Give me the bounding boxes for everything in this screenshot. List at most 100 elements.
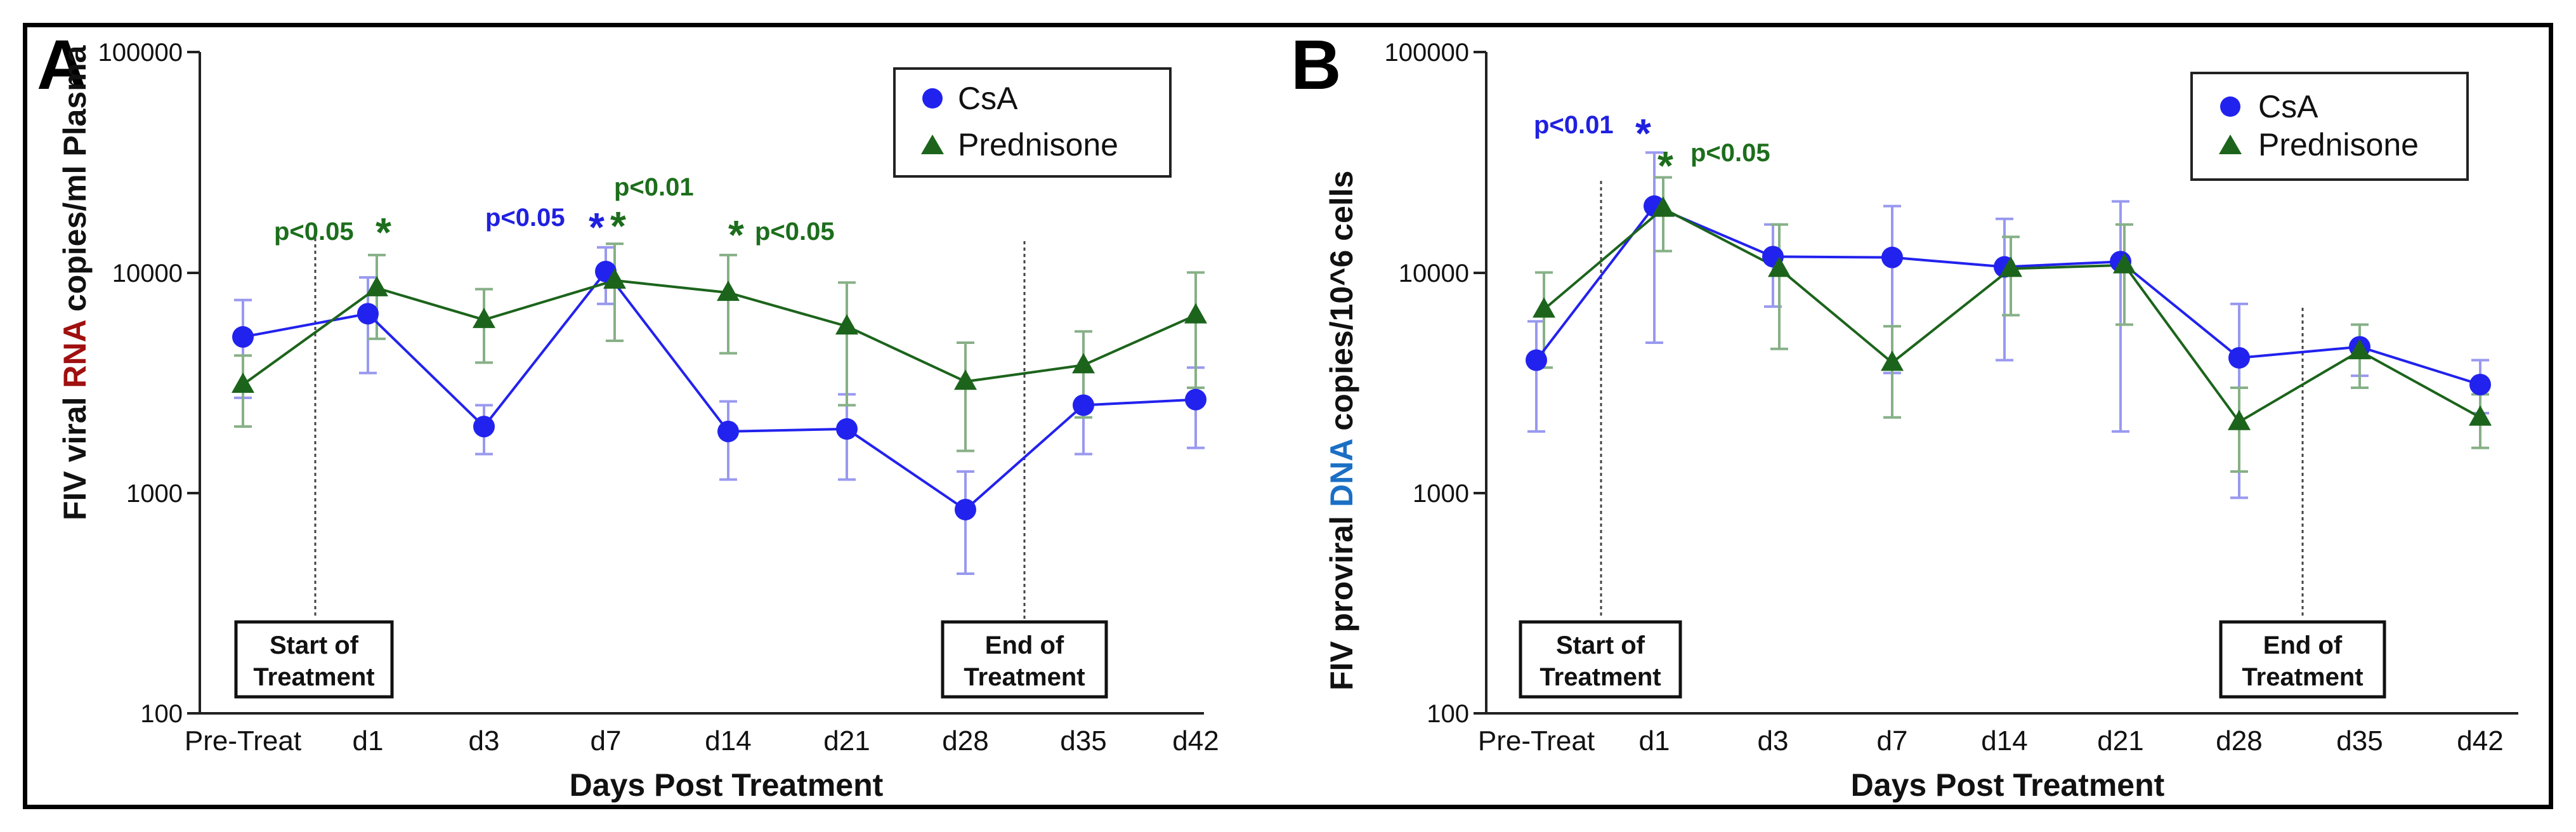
csa-data-point: [357, 303, 379, 325]
panel-b-legend: CsA Prednisone: [2190, 72, 2469, 181]
csa-series-line: [1535, 204, 2481, 386]
panel-a-ytick-label: 100: [140, 700, 183, 728]
panel-b-xtick-label: d21: [2097, 725, 2143, 756]
panel-b-legend-box: [2190, 72, 2469, 181]
panel-a-xtick-label: d28: [942, 725, 988, 756]
csa-data-point: [1073, 394, 1094, 416]
panel-a-xtick-label: Pre-Treat: [185, 725, 301, 756]
panel-a-star-pred-d1: *: [376, 209, 391, 255]
prednisone-data-point: [1533, 297, 1555, 318]
panel-a-sig-pred-d7: p<0.01: [614, 173, 694, 201]
panel-a-end-note-line1: End of: [985, 631, 1064, 659]
panel-a-start-note-line2: Treatment: [253, 663, 374, 691]
panel-b-significance: p<0.01 * * p<0.05: [1534, 110, 1770, 188]
panel-b-start-note-line1: Start of: [1556, 631, 1645, 659]
csa-data-point: [717, 420, 739, 442]
panel-b-start-note-box: [1519, 620, 1682, 699]
panel-a-star-pred-d7: *: [610, 203, 626, 249]
prednisone-data-point: [2469, 405, 2492, 426]
panel-b-xtick-label: d42: [2457, 725, 2503, 756]
prednisone-data-point: [365, 275, 388, 296]
panel-a-x-axis-label: Days Post Treatment: [570, 767, 884, 803]
panel-a-star-pred-d14: *: [728, 212, 744, 258]
panel-b-end-note-line2: Treatment: [2242, 663, 2363, 691]
panel-b-xtick-label: Pre-Treat: [1478, 725, 1595, 756]
panel-b-xtick-label: d1: [1639, 725, 1670, 756]
prednisone-data-point: [1652, 196, 1675, 217]
panel-b: B FIV proviral DNA copies/10^6 cells 100…: [1291, 26, 2518, 803]
panel-b-ytick-label: 100000: [1385, 39, 1469, 67]
prednisone-data-point: [954, 369, 977, 390]
panel-a-ytick-label: 10000: [112, 260, 183, 287]
csa-data-point: [2228, 347, 2250, 369]
csa-data-point: [2469, 374, 2491, 396]
panel-a-significance: p<0.05 * p<0.05 * p<0.01 * * p<0.05: [274, 173, 835, 258]
panel-b-x-tick-labels: Pre-Treat d1 d3 d7 d14 d21 d28 d35 d42: [1478, 725, 2504, 756]
prednisone-data-point: [2348, 339, 2371, 360]
panel-b-legend-prednisone-label: Prednisone: [2258, 127, 2419, 162]
csa-data-point: [1185, 388, 1206, 411]
panel-b-letter: B: [1291, 26, 1341, 104]
panel-b-xtick-label: d3: [1758, 725, 1789, 756]
panel-a-xtick-label: d35: [1060, 725, 1106, 756]
panel-b-end-note-line1: End of: [2263, 631, 2343, 659]
prednisone-data-point: [603, 268, 626, 289]
panel-a-start-treatment-note: Start of Treatment: [234, 620, 394, 699]
csa-data-point: [1881, 246, 1903, 268]
prednisone-data-point: [1881, 350, 1904, 371]
panel-b-xtick-label: d7: [1877, 725, 1908, 756]
panel-a-ytick-label: 100000: [98, 39, 183, 67]
prednisone-data-point: [1072, 353, 1095, 374]
prednisone-data-point: [1184, 303, 1207, 324]
panel-a-xtick-label: d42: [1172, 725, 1219, 756]
prednisone-data-point: [473, 307, 495, 328]
panel-b-xtick-label: d28: [2216, 725, 2262, 756]
panel-b-plot-area: [1526, 151, 2492, 499]
panel-b-xtick-label: d35: [2336, 725, 2383, 756]
panel-a: A FIV viral RNA copies/ml Plasma 100000 …: [37, 26, 1219, 803]
panel-b-x-axis-label: Days Post Treatment: [1851, 767, 2165, 803]
csa-data-point: [473, 416, 495, 438]
panel-a-start-note-box: [234, 620, 394, 699]
csa-data-point: [955, 498, 976, 520]
panel-a-legend-prednisone-label: Prednisone: [958, 127, 1118, 162]
panel-a-end-note-box: [941, 620, 1108, 699]
csa-data-point: [232, 326, 254, 348]
panel-a-sig-pred-d14: p<0.05: [755, 218, 835, 246]
prednisone-data-point: [1999, 256, 2022, 277]
panel-a-legend-box: [893, 67, 1172, 178]
panel-b-ytick-label: 1000: [1413, 480, 1469, 508]
panel-a-start-note-line1: Start of: [270, 631, 359, 659]
csa-data-point: [1526, 349, 1547, 371]
panel-a-plot-area: [232, 242, 1207, 575]
panel-a-y-axis-label: FIV viral RNA copies/ml Plasma: [57, 44, 93, 520]
panel-b-start-note-line2: Treatment: [1540, 663, 1661, 691]
panel-a-letter: A: [37, 26, 87, 104]
panel-a-sig-csa-d7: p<0.05: [485, 204, 565, 232]
panel-b-sig-csa-d1: p<0.01: [1534, 111, 1614, 139]
panel-a-legend: CsA Prednisone: [893, 67, 1172, 178]
panel-b-xtick-label: d14: [1981, 725, 2027, 756]
panel-b-legend-csa-marker: [2220, 96, 2240, 117]
panel-a-x-tick-labels: Pre-Treat d1 d3 d7 d14 d21 d28 d35 d42: [185, 725, 1219, 756]
prednisone-data-point: [232, 373, 254, 393]
prednisone-data-point: [1768, 256, 1791, 277]
panel-b-legend-prednisone-marker: [2219, 135, 2242, 154]
panel-b-end-note-box: [2219, 620, 2386, 699]
panel-a-end-note-line2: Treatment: [964, 663, 1085, 691]
panel-a-legend-csa-marker: [922, 88, 943, 109]
panel-a-xtick-label: d21: [823, 725, 870, 756]
figure-frame: [23, 23, 2553, 809]
panel-a-xtick-label: d3: [469, 725, 500, 756]
panel-b-y-axis-label: FIV proviral DNA copies/10^6 cells: [1324, 171, 1359, 690]
panel-a-end-treatment-note: End of Treatment: [941, 620, 1108, 699]
prednisone-data-point: [717, 281, 740, 301]
panel-a-ytick-label: 1000: [126, 480, 183, 508]
panel-a-xtick-label: d1: [353, 725, 384, 756]
panel-a-xtick-label: d14: [705, 725, 751, 756]
panel-b-start-treatment-note: Start of Treatment: [1519, 620, 1682, 699]
panel-a-legend-prednisone-marker: [921, 135, 944, 154]
prednisone-data-point: [2113, 253, 2136, 274]
panel-b-star-pred-d1: *: [1657, 143, 1673, 188]
